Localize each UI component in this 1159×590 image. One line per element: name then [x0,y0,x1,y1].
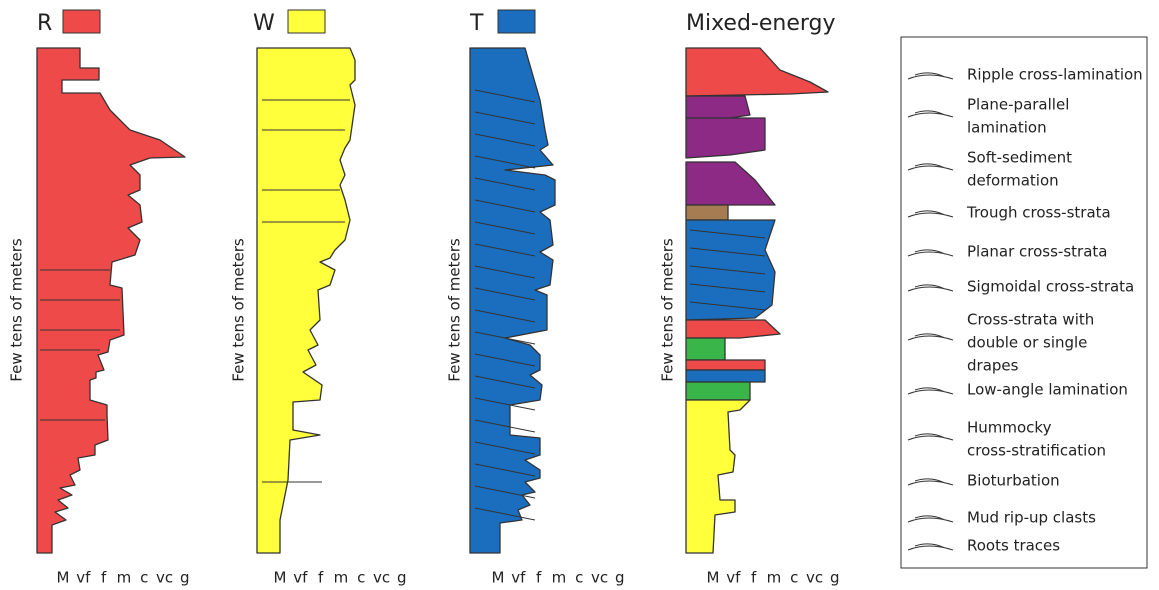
legend-label: lamination [967,119,1047,137]
grain-size-label: f [318,569,324,587]
swatch-w [288,10,325,33]
grain-size-label: M [57,569,70,587]
log-t [470,48,555,553]
log-w [257,48,355,553]
column-title: T [469,11,484,36]
grain-size-label: f [101,569,107,587]
grain-size-label: M [707,569,720,587]
legend-label: Mud rip-up clasts [967,509,1096,527]
grain-size-label: m [334,569,349,587]
log-mixed-band [686,162,775,205]
column-title: Mixed-energy [686,11,836,36]
log-mixed-band [686,96,750,118]
grain-size-label: m [552,569,567,587]
grain-size-label: g [397,569,407,587]
log-mixed-band [686,118,765,158]
grain-size-label: M [274,569,287,587]
grain-size-label: vc [806,569,823,587]
figure: RFew tens of metersMvffmcvcgWFew tens of… [0,0,1159,590]
log-mixed-band [686,338,725,360]
legend-label: Hummocky [967,419,1052,437]
log-mixed-band [686,370,765,382]
grain-size-label: vc [591,569,608,587]
grain-size-label: g [830,569,840,587]
y-axis-label: Few tens of meters [8,238,26,382]
log-mixed-band [686,48,828,96]
grain-size-label: c [140,569,148,587]
grain-size-label: f [536,569,542,587]
log-mixed-band [686,400,750,553]
grain-size-label: m [117,569,132,587]
y-axis-label: Few tens of meters [446,238,464,382]
grain-size-label: vc [156,569,173,587]
legend-label: drapes [967,357,1019,375]
grain-size-label: g [180,569,190,587]
grain-size-label: g [615,569,625,587]
legend-label: Plane-parallel [967,96,1069,114]
grain-size-label: c [357,569,365,587]
legend-label: Bioturbation [967,472,1060,490]
column-title: W [253,11,275,36]
grain-size-label: c [790,569,798,587]
swatch-t [498,10,535,33]
legend-label: Low-angle lamination [967,381,1128,399]
grain-size-label: vf [76,569,91,587]
legend-label: Roots traces [967,537,1060,555]
grain-size-label: M [492,569,505,587]
log-mixed-band [686,382,750,400]
grain-size-label: vc [373,569,390,587]
grain-size-label: f [751,569,757,587]
swatch-r [63,10,100,33]
legend-label: deformation [967,172,1059,190]
legend-label: Planar cross-strata [967,243,1107,261]
grain-size-label: c [575,569,583,587]
grain-size-label: vf [726,569,741,587]
legend-label: Soft-sediment [967,149,1072,167]
legend-label: Trough cross-strata [966,204,1111,222]
grain-size-label: m [767,569,782,587]
legend-label: double or single [967,334,1087,352]
legend-label: Sigmoidal cross-strata [967,278,1134,296]
grain-size-label: vf [511,569,526,587]
y-axis-label: Few tens of meters [230,238,248,382]
log-mixed-band [686,360,765,370]
y-axis-label: Few tens of meters [659,238,677,382]
legend-label: cross-stratification [967,442,1106,460]
log-mixed-band [686,320,780,338]
grain-size-label: vf [293,569,308,587]
log-mixed-band [686,205,728,220]
legend-label: Cross-strata with [967,311,1094,329]
column-title: R [37,11,52,36]
legend-label: Ripple cross-lamination [967,66,1143,84]
